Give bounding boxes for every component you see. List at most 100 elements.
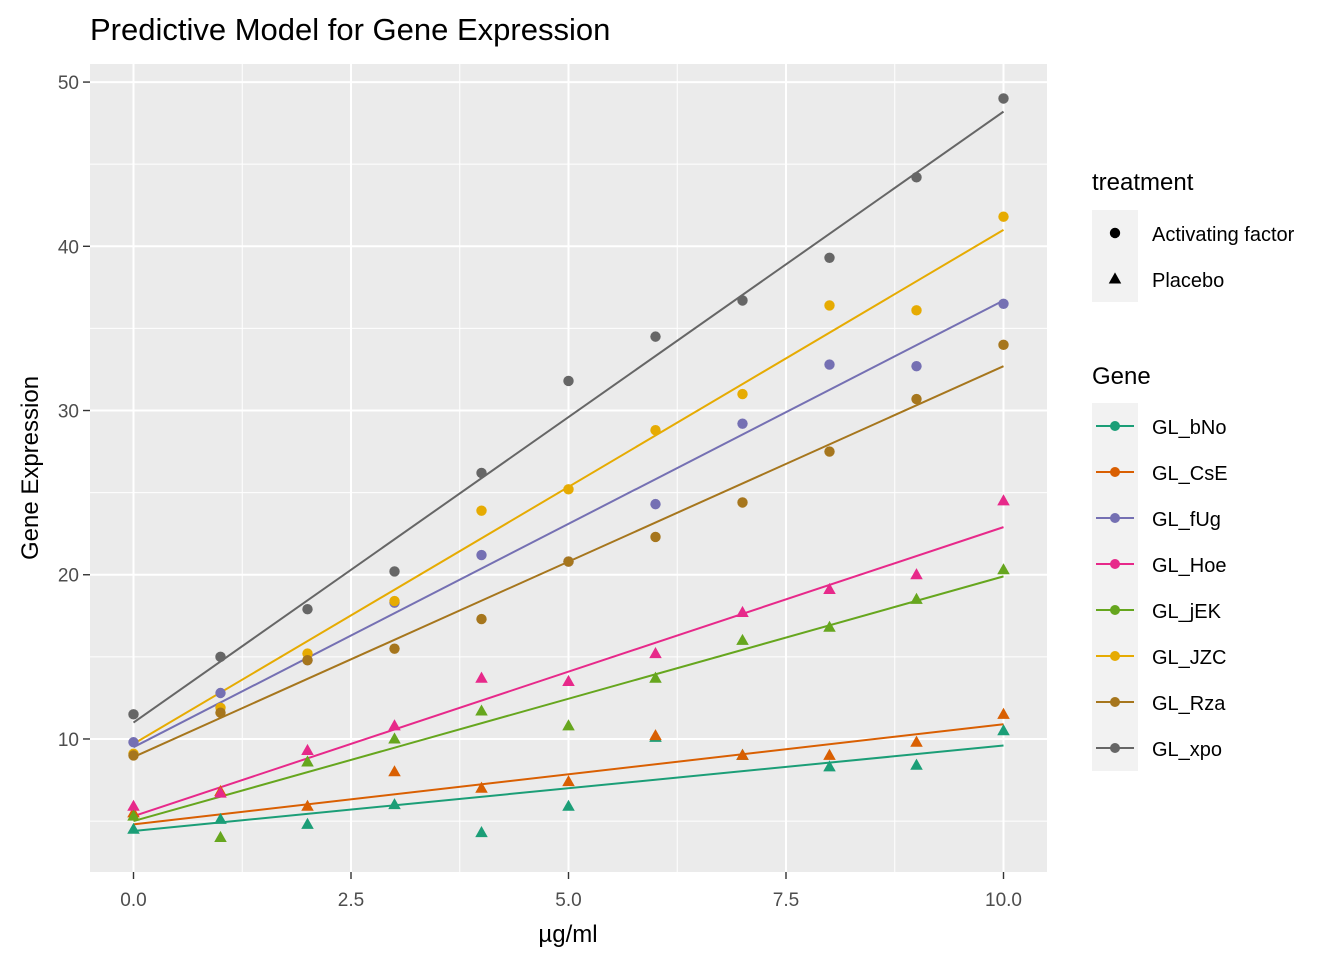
data-point-GL_JZC — [911, 305, 922, 316]
x-axis-label: µg/ml — [538, 921, 597, 948]
legend-symbol-GL_fUg — [1110, 513, 1120, 523]
data-point-GL_Hoe — [301, 743, 314, 755]
fit-line-GL_jEK — [133, 575, 1004, 823]
data-point-GL_fUg — [128, 737, 139, 748]
data-point-GL_xpo — [128, 709, 139, 720]
data-point-GL_fUg — [824, 359, 835, 370]
data-point-GL_bNo — [388, 798, 401, 810]
fit-line-GL_fUg — [133, 299, 1004, 749]
x-tick-label: 5.0 — [555, 890, 581, 911]
data-point-GL_bNo — [910, 758, 923, 770]
data-point-GL_jEK — [214, 830, 227, 843]
data-point-GL_CsE — [301, 799, 314, 811]
fit-line-GL_CsE — [133, 723, 1004, 826]
data-point-GL_Rza — [302, 654, 313, 666]
major-gridlines — [90, 64, 1047, 872]
y-tick-label: 20 — [58, 566, 79, 587]
data-point-GL_CsE — [997, 707, 1010, 719]
legend-gene-label: GL_bNo — [1152, 417, 1227, 439]
legend-gene-label: GL_fUg — [1152, 509, 1221, 531]
data-point-GL_fUg — [215, 687, 226, 699]
data-point-GL_CsE — [910, 735, 923, 747]
data-point-GL_JZC — [650, 425, 661, 436]
data-point-GL_Rza — [476, 613, 487, 625]
data-point-GL_jEK — [475, 704, 488, 716]
data-point-GL_JZC — [824, 300, 835, 311]
data-point-GL_Hoe — [214, 786, 227, 798]
data-point-GL_fUg — [911, 360, 922, 372]
data-point-GL_jEK — [388, 732, 401, 744]
data-point-GL_fUg — [476, 549, 487, 561]
y-tick-label: 50 — [58, 73, 79, 94]
data-point-GL_JZC — [476, 505, 487, 516]
fit-line-GL_xpo — [132, 110, 1005, 724]
data-point-GL_Hoe — [562, 674, 575, 686]
data-point-GL_Hoe — [388, 719, 401, 731]
y-axis-label: Gene Expression — [17, 376, 44, 560]
data-point-GL_Rza — [215, 707, 226, 718]
legend-symbol-GL_jEK — [1110, 605, 1120, 615]
data-point-GL_Rza — [128, 750, 139, 761]
legend-treatment: treatment Activating factor Placebo — [1092, 169, 1295, 302]
data-point-GL_Hoe — [910, 568, 923, 580]
data-point-GL_Rza — [911, 393, 922, 405]
data-point-GL_jEK — [736, 633, 749, 645]
data-point-GL_CsE — [562, 775, 575, 787]
axes: 0.0 2.5 5.0 7.5 10.0 10 20 30 40 50 — [58, 73, 1022, 911]
data-point-GL_jEK — [649, 671, 662, 683]
data-point-GL_JZC — [737, 388, 748, 400]
legend-treatment-title: treatment — [1092, 169, 1194, 196]
legend-symbol-GL_bNo — [1110, 421, 1120, 431]
data-point-GL_Hoe — [649, 646, 662, 659]
data-point-GL_Hoe — [475, 671, 488, 683]
data-point-GL_JZC — [389, 595, 400, 607]
legend-gene-label: GL_xpo — [1152, 739, 1222, 761]
legend-treatment-label: Placebo — [1152, 270, 1224, 292]
data-point-GL_Hoe — [823, 582, 836, 595]
data-point-GL_CsE — [475, 781, 488, 793]
x-tick-label: 10.0 — [985, 890, 1022, 911]
data-point-GL_fUg — [998, 298, 1009, 309]
y-tick-label: 40 — [58, 237, 79, 258]
data-point-GL_Hoe — [127, 799, 140, 811]
data-point-GL_CsE — [736, 748, 749, 760]
legend-symbol-GL_JZC — [1110, 651, 1120, 661]
data-point-GL_fUg — [737, 418, 748, 429]
data-point-GL_xpo — [998, 93, 1009, 104]
data-point-GL_Hoe — [997, 494, 1010, 506]
data-point-GL_Rza — [737, 497, 748, 508]
y-tick-label: 10 — [58, 730, 79, 751]
legend-treatment-label: Activating factor — [1152, 224, 1295, 246]
data-point-GL_jEK — [301, 755, 314, 767]
x-tick-label: 7.5 — [773, 890, 799, 911]
legend-symbol-GL_xpo — [1110, 743, 1120, 753]
data-point-GL_JZC — [563, 484, 574, 495]
data-point-GL_Rza — [998, 339, 1009, 351]
data-point-GL_bNo — [301, 817, 314, 829]
data-point-GL_fUg — [650, 498, 661, 510]
data-point-GL_JZC — [998, 211, 1009, 222]
data-point-GL_bNo — [475, 825, 488, 838]
data-point-GL_CsE — [388, 765, 401, 777]
data-point-GL_xpo — [302, 604, 313, 615]
data-point-GL_bNo — [997, 724, 1010, 736]
legend-gene-title: Gene — [1092, 363, 1151, 390]
data-point-GL_xpo — [737, 295, 748, 306]
data-point-GL_Rza — [824, 446, 835, 457]
data-point-GL_bNo — [562, 799, 575, 811]
data-point-GL_jEK — [562, 719, 575, 731]
legend-symbol-circle — [1109, 227, 1121, 239]
data-point-GL_jEK — [127, 809, 140, 821]
data-point-GL_Hoe — [736, 605, 749, 618]
legend-gene-label: GL_JZC — [1152, 647, 1226, 669]
legend-symbol-GL_Hoe — [1110, 559, 1120, 569]
data-point-GL_xpo — [476, 467, 487, 479]
data-point-GL_jEK — [823, 620, 836, 632]
legend-symbol-GL_Rza — [1110, 697, 1120, 707]
legend-symbol-GL_CsE — [1110, 467, 1120, 477]
legend-gene-label: GL_CsE — [1152, 463, 1228, 485]
data-point-GL_CsE — [823, 748, 836, 760]
data-point-GL_xpo — [215, 651, 226, 663]
data-points — [127, 93, 1010, 843]
legend-gene: Gene GL_bNo GL_CsE GL_fUg GL_Hoe GL_jEK GL_JZ… — [1092, 363, 1228, 771]
